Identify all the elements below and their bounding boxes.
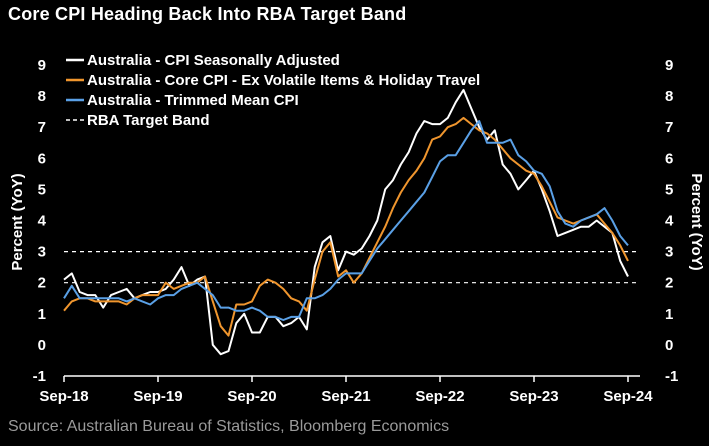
x-tick-label: Sep-20	[227, 388, 276, 405]
x-tick-label: Sep-21	[321, 388, 370, 405]
target-band-lines	[64, 251, 640, 284]
legend-label: Australia - CPI Seasonally Adjusted	[87, 52, 340, 69]
x-tick-label: Sep-23	[509, 388, 558, 405]
x-tick-label: Sep-24	[603, 388, 653, 405]
y-tick-label-right: 4	[665, 213, 674, 230]
series-line-trimmed-mean	[63, 120, 629, 321]
y-tick-label-right: 8	[665, 88, 673, 105]
y-axis-title-left: Percent (YoY)	[9, 173, 26, 270]
left-y-ticks: -1 0 1 2 3 4 5 6 7 8 9	[33, 57, 47, 385]
y-tick-label-left: 5	[38, 181, 46, 198]
series-line-core-cpi	[63, 116, 629, 337]
y-axis-title-right: Percent (YoY)	[688, 173, 705, 270]
y-tick-label-right: 3	[665, 244, 673, 261]
source-note: Source: Australian Bureau of Statistics,…	[8, 418, 450, 435]
y-tick-label-right: 1	[665, 306, 673, 323]
y-tick-label-right: 0	[665, 337, 673, 354]
y-tick-label-left: 1	[38, 306, 46, 323]
y-tick-label-right: -1	[665, 368, 678, 385]
y-tick-label-left: 6	[38, 150, 46, 167]
y-tick-label-right: 7	[665, 119, 673, 136]
y-tick-label-left: 9	[38, 57, 46, 74]
y-tick-label-right: 9	[665, 57, 673, 74]
y-tick-label-left: 8	[38, 88, 46, 105]
legend-label: RBA Target Band	[87, 112, 210, 129]
legend-label: Australia - Trimmed Mean CPI	[87, 92, 299, 109]
y-tick-label-left: 7	[38, 119, 46, 136]
x-axis-ticks: Sep-18 Sep-19 Sep-20 Sep-21 Sep-22 Sep-23 Sep-…	[39, 376, 653, 405]
y-tick-label-left: 2	[38, 275, 46, 292]
x-tick-label: Sep-22	[415, 388, 464, 405]
y-tick-label-left: 0	[38, 337, 46, 354]
right-y-ticks: -1 0 1 2 3 4 5 6 7 8 9	[665, 57, 678, 385]
y-tick-label-right: 2	[665, 275, 673, 292]
y-tick-label-right: 5	[665, 181, 673, 198]
x-tick-label: Sep-18	[39, 388, 88, 405]
y-tick-label-right: 6	[665, 150, 673, 167]
x-tick-label: Sep-19	[133, 388, 182, 405]
y-tick-label-left: -1	[33, 368, 46, 385]
y-tick-label-left: 4	[38, 213, 47, 230]
legend: Australia - CPI Seasonally Adjusted Austr…	[66, 52, 480, 129]
legend-label: Australia - Core CPI - Ex Volatile Items…	[87, 72, 480, 89]
series-line-cpi-sa	[63, 88, 629, 356]
y-tick-label-left: 3	[38, 244, 46, 261]
series-lines	[63, 88, 629, 356]
chart-title: Core CPI Heading Back Into RBA Target Ba…	[8, 4, 407, 24]
